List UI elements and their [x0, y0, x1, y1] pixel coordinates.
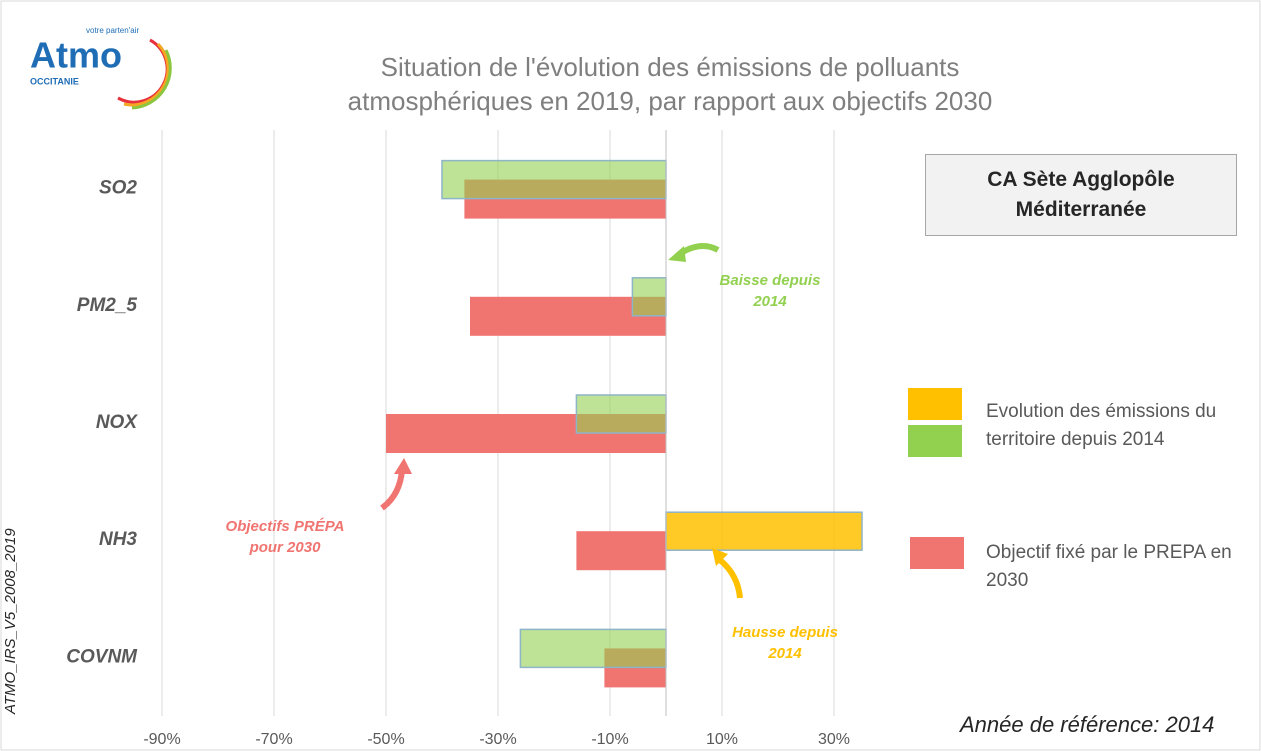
source-note: ATMO_IRS_V5_2008_2019	[2, 528, 19, 714]
arrow-head	[668, 246, 686, 262]
logo-name: Atmo	[30, 35, 122, 76]
bar	[631, 277, 667, 317]
legend-swatch	[910, 537, 964, 569]
territory-box: CA Sète Agglopôle Méditerranée	[925, 154, 1237, 236]
bar	[665, 511, 863, 551]
logo-tagline: votre parten'air	[86, 26, 139, 35]
bar	[519, 628, 667, 669]
annotation: Objectifs PRÉPA pour 2030	[225, 518, 345, 556]
legend-label: Evolution des émissions du territoire de…	[986, 401, 1217, 450]
arrow-head	[712, 548, 728, 566]
x-tick-label: -30%	[479, 731, 516, 748]
legend-swatch	[908, 425, 962, 457]
y-tick-label: PM2_5	[77, 295, 138, 316]
x-tick-label: -10%	[591, 731, 628, 748]
bar	[576, 531, 666, 571]
x-tick-label: -90%	[143, 731, 180, 748]
y-tick-label: SO2	[99, 178, 137, 199]
logo-arc	[123, 42, 170, 107]
x-tick-label: 30%	[818, 731, 850, 748]
y-tick-label: COVNM	[66, 646, 138, 667]
annotation: Hausse depuis 2014	[732, 624, 838, 662]
arrow-head	[394, 458, 412, 474]
logo-arc	[131, 49, 172, 110]
arrow	[380, 469, 405, 511]
reference-note: Année de référence: 2014	[960, 712, 1215, 737]
x-tick-label: -50%	[367, 731, 404, 748]
bar	[441, 159, 667, 200]
annotation: Baisse depuis 2014	[719, 272, 821, 310]
x-tick-label: -70%	[255, 731, 292, 748]
x-tick-label: 10%	[706, 731, 738, 748]
arrow	[718, 557, 743, 599]
y-tick-label: NOX	[96, 412, 139, 433]
y-tick-label: NH3	[99, 529, 137, 550]
legend-label: Objectif fixé par le PREPA en 2030	[986, 542, 1232, 591]
chart-title: Situation de l'évolution des émissions d…	[347, 52, 993, 116]
bar	[575, 394, 667, 434]
legend-swatch	[908, 388, 962, 420]
logo-region: OCCITANIE	[30, 76, 79, 86]
